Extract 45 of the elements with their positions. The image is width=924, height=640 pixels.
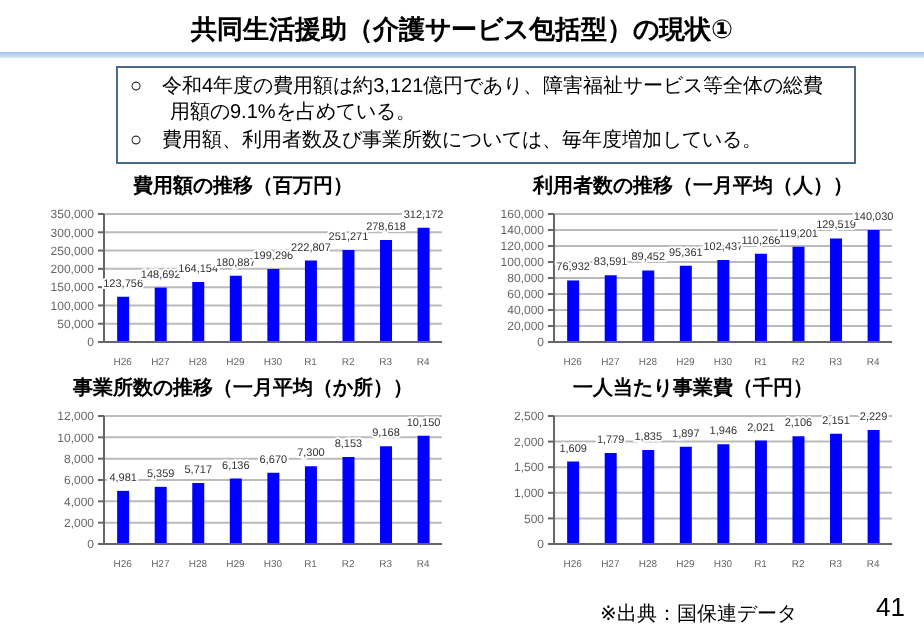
bar (117, 296, 130, 342)
bar (604, 452, 617, 544)
bar (117, 490, 130, 544)
bar (867, 429, 880, 544)
bar (342, 250, 355, 342)
chart-title: 事業所数の推移（一月平均（か所）） (71, 375, 415, 400)
chart-title: 費用額の推移（百万円） (131, 173, 355, 198)
text: ○ 費用額、利用者数及び事業所数については、毎年度増加している。 (130, 128, 765, 154)
bar (830, 433, 843, 544)
bar (567, 280, 580, 342)
bar (792, 436, 805, 544)
bar (717, 260, 730, 342)
bar (229, 478, 242, 544)
bar (380, 240, 393, 342)
bar (417, 435, 430, 544)
bar (717, 444, 730, 544)
chart-title: 一人当たり事業費（千円） (571, 375, 815, 400)
text: 41 (876, 592, 905, 622)
bar (642, 450, 655, 544)
bar (867, 229, 880, 342)
bar (417, 227, 430, 342)
bar (830, 238, 843, 342)
bar (304, 466, 317, 544)
bar (154, 486, 167, 544)
bar (679, 446, 692, 544)
bar (604, 275, 617, 342)
bar (380, 446, 393, 544)
text: ○ 令和4年度の費用額は約3,121億円であり、障害福祉サービス等全体の総費用額の9.1%を占めている。 (130, 74, 826, 126)
bar (754, 440, 767, 544)
bar (192, 483, 205, 544)
bar (792, 246, 805, 342)
bar (342, 457, 355, 544)
bar (192, 281, 205, 342)
bar (754, 253, 767, 342)
bar (679, 265, 692, 342)
text: 共同生活援助（介護サービス包括型）の現状① (188, 12, 735, 48)
bar (304, 260, 317, 342)
chart-title: 利用者数の推移（一月平均（人）） (530, 173, 855, 198)
bar (267, 472, 280, 544)
bar (229, 275, 242, 342)
bar (267, 269, 280, 342)
bar (567, 461, 580, 544)
bar (642, 270, 655, 342)
bar (154, 287, 167, 342)
text: ※出典：国保連データ (600, 601, 797, 628)
